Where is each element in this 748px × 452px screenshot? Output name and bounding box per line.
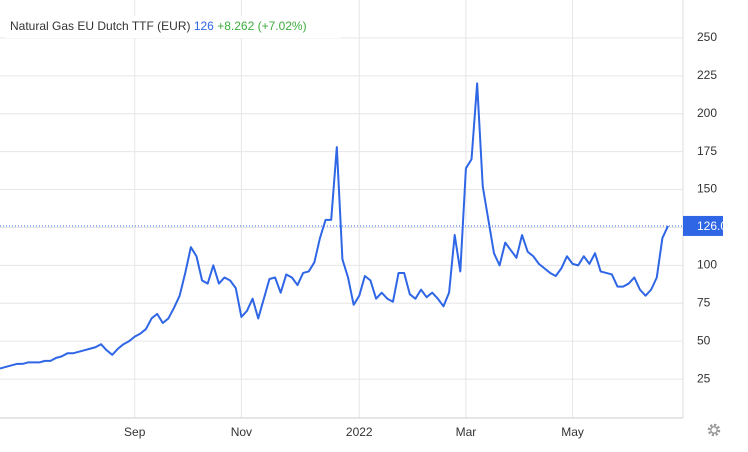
x-tick-label: Mar — [456, 425, 477, 439]
x-tick-label: May — [561, 425, 584, 439]
title-bg — [5, 16, 341, 38]
gear-teeth — [707, 423, 721, 437]
title: Natural Gas EU Dutch TTF (EUR) — [10, 19, 190, 33]
y-tick-label: 25 — [697, 371, 711, 385]
settings-icon[interactable] — [707, 423, 721, 437]
chart-title: Natural Gas EU Dutch TTF (EUR) 126 +8.26… — [10, 19, 307, 33]
plot — [0, 82, 683, 370]
y-tick-label: 75 — [697, 295, 711, 309]
y-tick-label: 150 — [697, 182, 717, 196]
y-tick-label: 100 — [697, 258, 717, 272]
x-tick-label: 2022 — [346, 425, 373, 439]
price-line — [0, 82, 669, 370]
gear-body — [710, 426, 718, 434]
y-tick-label: 175 — [697, 144, 717, 158]
x-tick-label: Sep — [124, 425, 146, 439]
price-change: +8.262 (+7.02%) — [217, 19, 306, 33]
last-price: 126 — [194, 19, 214, 33]
current-price-label: 126.00 — [697, 219, 734, 233]
x-tick-label: Nov — [231, 425, 252, 439]
current-price-box — [683, 215, 723, 236]
y-tick-label: 225 — [697, 68, 717, 82]
y-tick-label: 50 — [697, 333, 711, 347]
y-tick-label: 250 — [697, 30, 717, 44]
y-tick-label: 200 — [697, 106, 717, 120]
